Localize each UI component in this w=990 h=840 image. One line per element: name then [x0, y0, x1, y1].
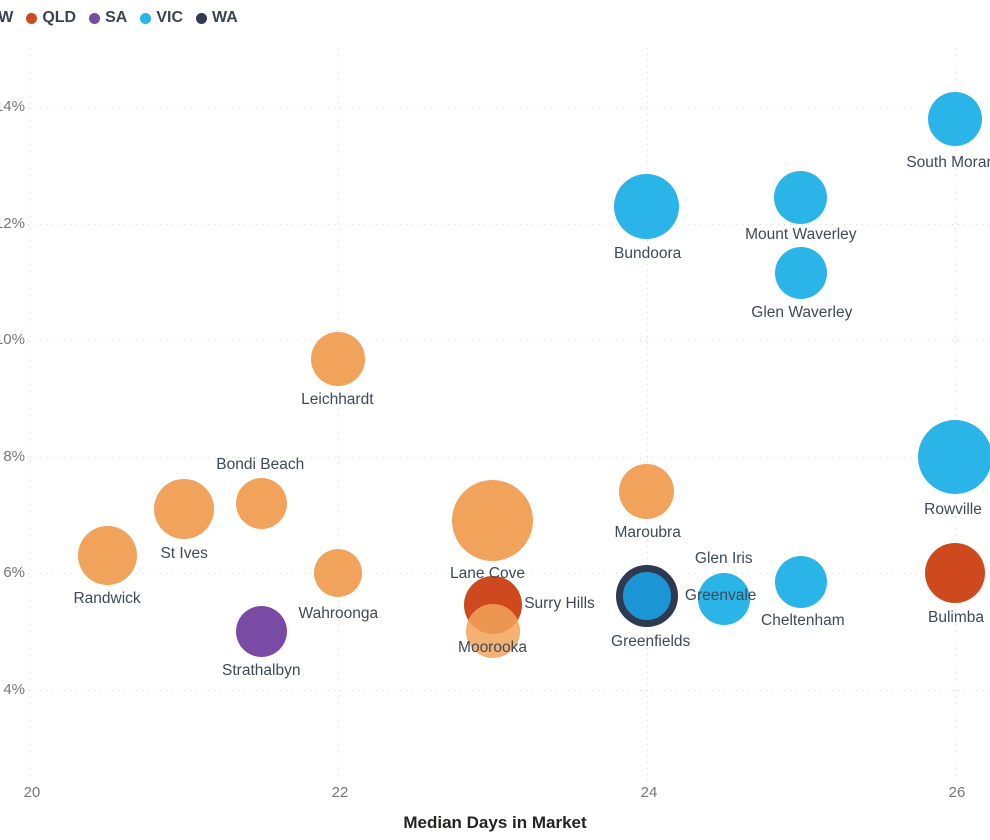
legend-item-sa[interactable]: SA	[89, 9, 127, 27]
gridline-x-26	[955, 48, 956, 782]
bubble-glen-iris[interactable]	[697, 573, 750, 626]
bubble-cheltenham[interactable]	[774, 555, 827, 608]
bubble-greenfields[interactable]	[615, 565, 678, 628]
legend-dot-sa	[89, 12, 101, 24]
bubble-mount-waverley[interactable]	[774, 170, 828, 224]
x-tick-label-24: 24	[640, 784, 658, 801]
bubble-leichhardt[interactable]	[311, 332, 366, 387]
bubble-moorooka[interactable]	[465, 604, 520, 659]
legend-dot-wa	[196, 12, 208, 24]
legend-item-nsw[interactable]: NSW	[0, 9, 13, 27]
bubble-strathalbyn[interactable]	[235, 605, 287, 657]
x-tick-label-22: 22	[331, 784, 349, 801]
x-tick-label-20: 20	[23, 784, 41, 801]
y-tick-label-4: 4%	[3, 681, 25, 698]
bubble-st-ives[interactable]	[154, 478, 215, 539]
bubble-rowville[interactable]	[918, 419, 990, 494]
bubble-maroubra[interactable]	[619, 463, 675, 519]
x-tick-label-26: 26	[948, 784, 966, 801]
legend-label-nsw: NSW	[0, 9, 14, 26]
legend-dot-qld	[26, 12, 38, 24]
legend-label-vic: VIC	[156, 9, 184, 26]
legend-label-sa: SA	[105, 9, 128, 26]
chart-legend: NSW QLD SA VIC WA	[0, 9, 251, 27]
gridline-x-20	[30, 48, 31, 782]
gridline-y-12	[28, 224, 990, 225]
bubble-bundoora[interactable]	[614, 173, 680, 239]
bubble-south-morang[interactable]	[928, 91, 983, 146]
gridline-x-22	[338, 48, 339, 782]
legend-item-qld[interactable]: QLD	[26, 9, 76, 27]
gridline-y-6	[28, 573, 990, 574]
legend-label-qld: QLD	[42, 9, 77, 26]
x-axis-title: Median Days in Market	[403, 813, 587, 832]
gridline-y-10	[28, 340, 990, 341]
legend-item-wa[interactable]: WA	[196, 9, 238, 27]
y-tick-label-8: 8%	[3, 448, 25, 465]
y-tick-label-6: 6%	[3, 564, 25, 581]
legend-dot-vic	[140, 12, 152, 24]
bubble-bondi-beach[interactable]	[235, 477, 287, 529]
bubble-randwick[interactable]	[77, 526, 137, 586]
gridline-y-8	[28, 457, 990, 458]
gridline-y-4	[28, 690, 990, 691]
bubble-glen-waverley[interactable]	[774, 247, 827, 299]
bubble-wahroonga[interactable]	[314, 549, 363, 597]
bubble-lane-cove[interactable]	[452, 480, 533, 562]
y-tick-label-12: 12%	[0, 215, 25, 232]
bubble-bulimba[interactable]	[925, 543, 986, 603]
legend-label-wa: WA	[212, 9, 238, 26]
legend-item-vic[interactable]: VIC	[140, 9, 183, 27]
y-tick-label-14: 14%	[0, 98, 25, 115]
gridline-y-14	[28, 107, 990, 108]
gridline-x-24	[647, 48, 648, 782]
y-tick-label-10: 10%	[0, 331, 25, 348]
